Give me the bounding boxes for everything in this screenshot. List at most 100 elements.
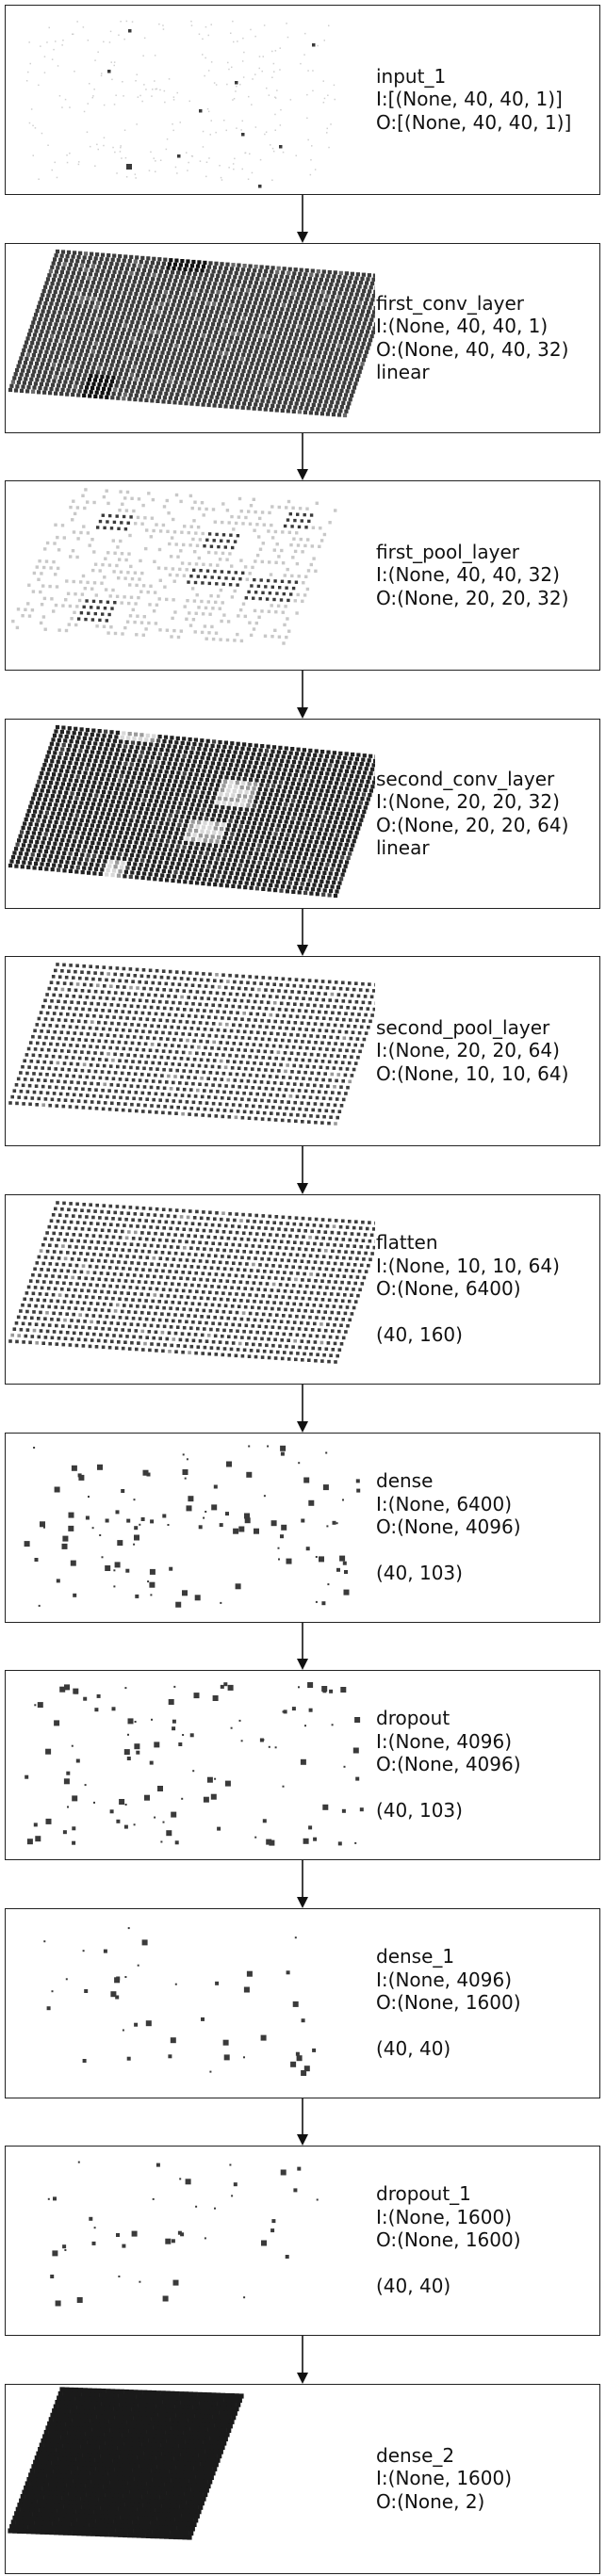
layer-box-first-conv-layer: first_conv_layer I:(None, 40, 40, 1) O:(No…: [5, 243, 600, 433]
layer-info-line: I:(None, 1600): [376, 2205, 513, 2228]
layer-box-second-pool-layer: second_pool_layer I:(None, 20, 20, 64) O:(…: [5, 956, 600, 1146]
layer-info-line: [376, 1539, 598, 1563]
layer-info-line: O:(None, 10, 10, 64): [376, 1061, 569, 1085]
input-pixels: [25, 20, 336, 188]
layer-visualization: [25, 20, 336, 188]
connection-arrow: [297, 1146, 308, 1194]
layer-label: input_1 I:[(None, 40, 40, 1)] O:[(None, 40…: [376, 6, 598, 193]
layer-info-line: O:(None, 4096): [376, 1753, 521, 1776]
feature-map-cells: [11, 488, 337, 645]
layer-box-dense: dense I:(None, 6400) O:(None, 4096) (40, 10…: [5, 1433, 600, 1623]
connection-arrow: [297, 2336, 308, 2384]
layer-info-line: [376, 1301, 598, 1324]
feature-map-cells: [8, 724, 375, 899]
layer-name: flatten: [376, 1231, 438, 1255]
layer-info-line: linear: [376, 836, 430, 859]
layer-info-line: I:(None, 4096): [376, 1968, 513, 1991]
layer-name: input_1: [376, 64, 447, 88]
layer-visualization: [8, 963, 375, 1126]
layer-box-dropout-1: dropout_1 I:(None, 1600) O:(None, 1600) (40…: [5, 2146, 600, 2336]
layer-label: dropout I:(None, 4096) O:(None, 4096) (40, …: [376, 1671, 598, 1858]
layer-label: second_pool_layer I:(None, 20, 20, 64) O:(…: [376, 957, 598, 1144]
layer-label: dense_1 I:(None, 4096) O:(None, 1600) (40, …: [376, 1909, 598, 2097]
layer-info-line: (40, 40): [376, 2037, 451, 2061]
layer-info-line: I:(None, 40, 40, 32): [376, 563, 560, 587]
layer-name: first_conv_layer: [376, 291, 525, 315]
feature-map-cells: [8, 963, 375, 1126]
activation-points: [25, 1682, 364, 1846]
layer-info-line: I:(None, 20, 20, 32): [376, 790, 560, 813]
layer-info-line: I:(None, 20, 20, 64): [376, 1039, 560, 1062]
layer-name: dense: [376, 1469, 434, 1493]
layer-box-flatten: flatten I:(None, 10, 10, 64) O:(None, 6400…: [5, 1194, 600, 1385]
connection-arrow: [297, 195, 308, 243]
layer-info-line: I:(None, 6400): [376, 1492, 513, 1515]
layer-info-line: O:(None, 6400): [376, 1277, 521, 1301]
layer-box-dense-2: dense_2 I:(None, 1600) O:(None, 2): [5, 2384, 600, 2574]
layer-info-line: O:(None, 4096): [376, 1515, 521, 1539]
layer-info-line: O:[(None, 40, 40, 1)]: [376, 110, 572, 134]
layer-name: second_conv_layer: [376, 767, 555, 790]
layer-info-line: O:(None, 20, 20, 64): [376, 813, 569, 836]
connection-arrow: [297, 1385, 308, 1433]
layer-visualization: [8, 724, 375, 899]
layer-info-line: O:(None, 1600): [376, 2228, 521, 2252]
feature-map-cells: [8, 2387, 244, 2540]
layer-visualization: [25, 1682, 364, 1846]
layer-visualization: [24, 1445, 361, 1608]
layer-visualization: [8, 2387, 244, 2540]
layer-box-second-conv-layer: second_conv_layer I:(None, 20, 20, 32) O:(…: [5, 719, 600, 909]
connection-arrow: [297, 671, 308, 719]
layer-info-line: I:(None, 1600): [376, 2467, 513, 2490]
layer-box-first-pool-layer: first_pool_layer I:(None, 40, 40, 32) O:(N…: [5, 480, 600, 671]
activation-points: [47, 2161, 319, 2307]
layer-info-line: O:(None, 20, 20, 32): [376, 586, 569, 609]
layer-box-input-1: input_1 I:[(None, 40, 40, 1)] O:[(None, 40…: [5, 5, 600, 195]
layer-label: first_conv_layer I:(None, 40, 40, 1) O:(No…: [376, 244, 598, 431]
layer-visualization: [11, 488, 337, 645]
layer-name: second_pool_layer: [376, 1015, 550, 1039]
layer-info-line: (40, 160): [376, 1323, 463, 1347]
layer-name: first_pool_layer: [376, 540, 519, 563]
connection-arrow: [297, 909, 308, 956]
layer-label: first_pool_layer I:(None, 40, 40, 32) O:(N…: [376, 481, 598, 669]
layer-info-line: O:(None, 40, 40, 32): [376, 337, 569, 361]
layer-label: dense_2 I:(None, 1600) O:(None, 2): [376, 2385, 598, 2572]
layer-info-line: O:(None, 2): [376, 2489, 485, 2513]
layer-name: dense_2: [376, 2443, 455, 2467]
connection-arrow: [297, 1623, 308, 1670]
layer-name: dropout_1: [376, 2182, 471, 2206]
activation-points: [24, 1445, 361, 1608]
connection-arrow: [297, 433, 308, 480]
connection-arrow: [297, 2098, 308, 2146]
layer-visualization: [8, 249, 375, 418]
layer-info-line: (40, 103): [376, 1799, 463, 1823]
layer-info-line: I:[(None, 40, 40, 1)]: [376, 88, 563, 111]
layer-info-line: I:(None, 40, 40, 1): [376, 315, 549, 337]
layer-label: dropout_1 I:(None, 1600) O:(None, 1600) (40…: [376, 2147, 598, 2334]
layer-box-dropout: dropout I:(None, 4096) O:(None, 4096) (40, …: [5, 1670, 600, 1860]
layer-info-line: [376, 1776, 598, 1800]
layer-name: dense_1: [376, 1945, 455, 1968]
layer-info-line: linear: [376, 361, 430, 383]
layer-name: dropout: [376, 1707, 450, 1730]
layer-info-line: I:(None, 10, 10, 64): [376, 1254, 560, 1277]
layer-visualization: [47, 2161, 319, 2307]
layer-info-line: (40, 40): [376, 2275, 451, 2298]
layer-box-dense-1: dense_1 I:(None, 4096) O:(None, 1600) (40, …: [5, 1908, 600, 2098]
layer-info-line: [376, 2252, 598, 2276]
layer-label: second_conv_layer I:(None, 20, 20, 32) O:(…: [376, 720, 598, 907]
activation-points: [43, 1927, 317, 2076]
layer-info-line: (40, 103): [376, 1562, 463, 1585]
layer-label: dense I:(None, 6400) O:(None, 4096) (40, 10…: [376, 1434, 598, 1621]
layer-visualization: [43, 1927, 317, 2076]
layer-info-line: [376, 2015, 598, 2038]
layer-visualization: [8, 1201, 375, 1364]
layer-info-line: O:(None, 1600): [376, 1991, 521, 2015]
connection-arrow: [297, 1860, 308, 1908]
layer-info-line: I:(None, 4096): [376, 1729, 513, 1753]
layer-label: flatten I:(None, 10, 10, 64) O:(None, 6400…: [376, 1195, 598, 1383]
feature-map-cells: [8, 249, 375, 418]
feature-map-cells: [8, 1201, 375, 1364]
